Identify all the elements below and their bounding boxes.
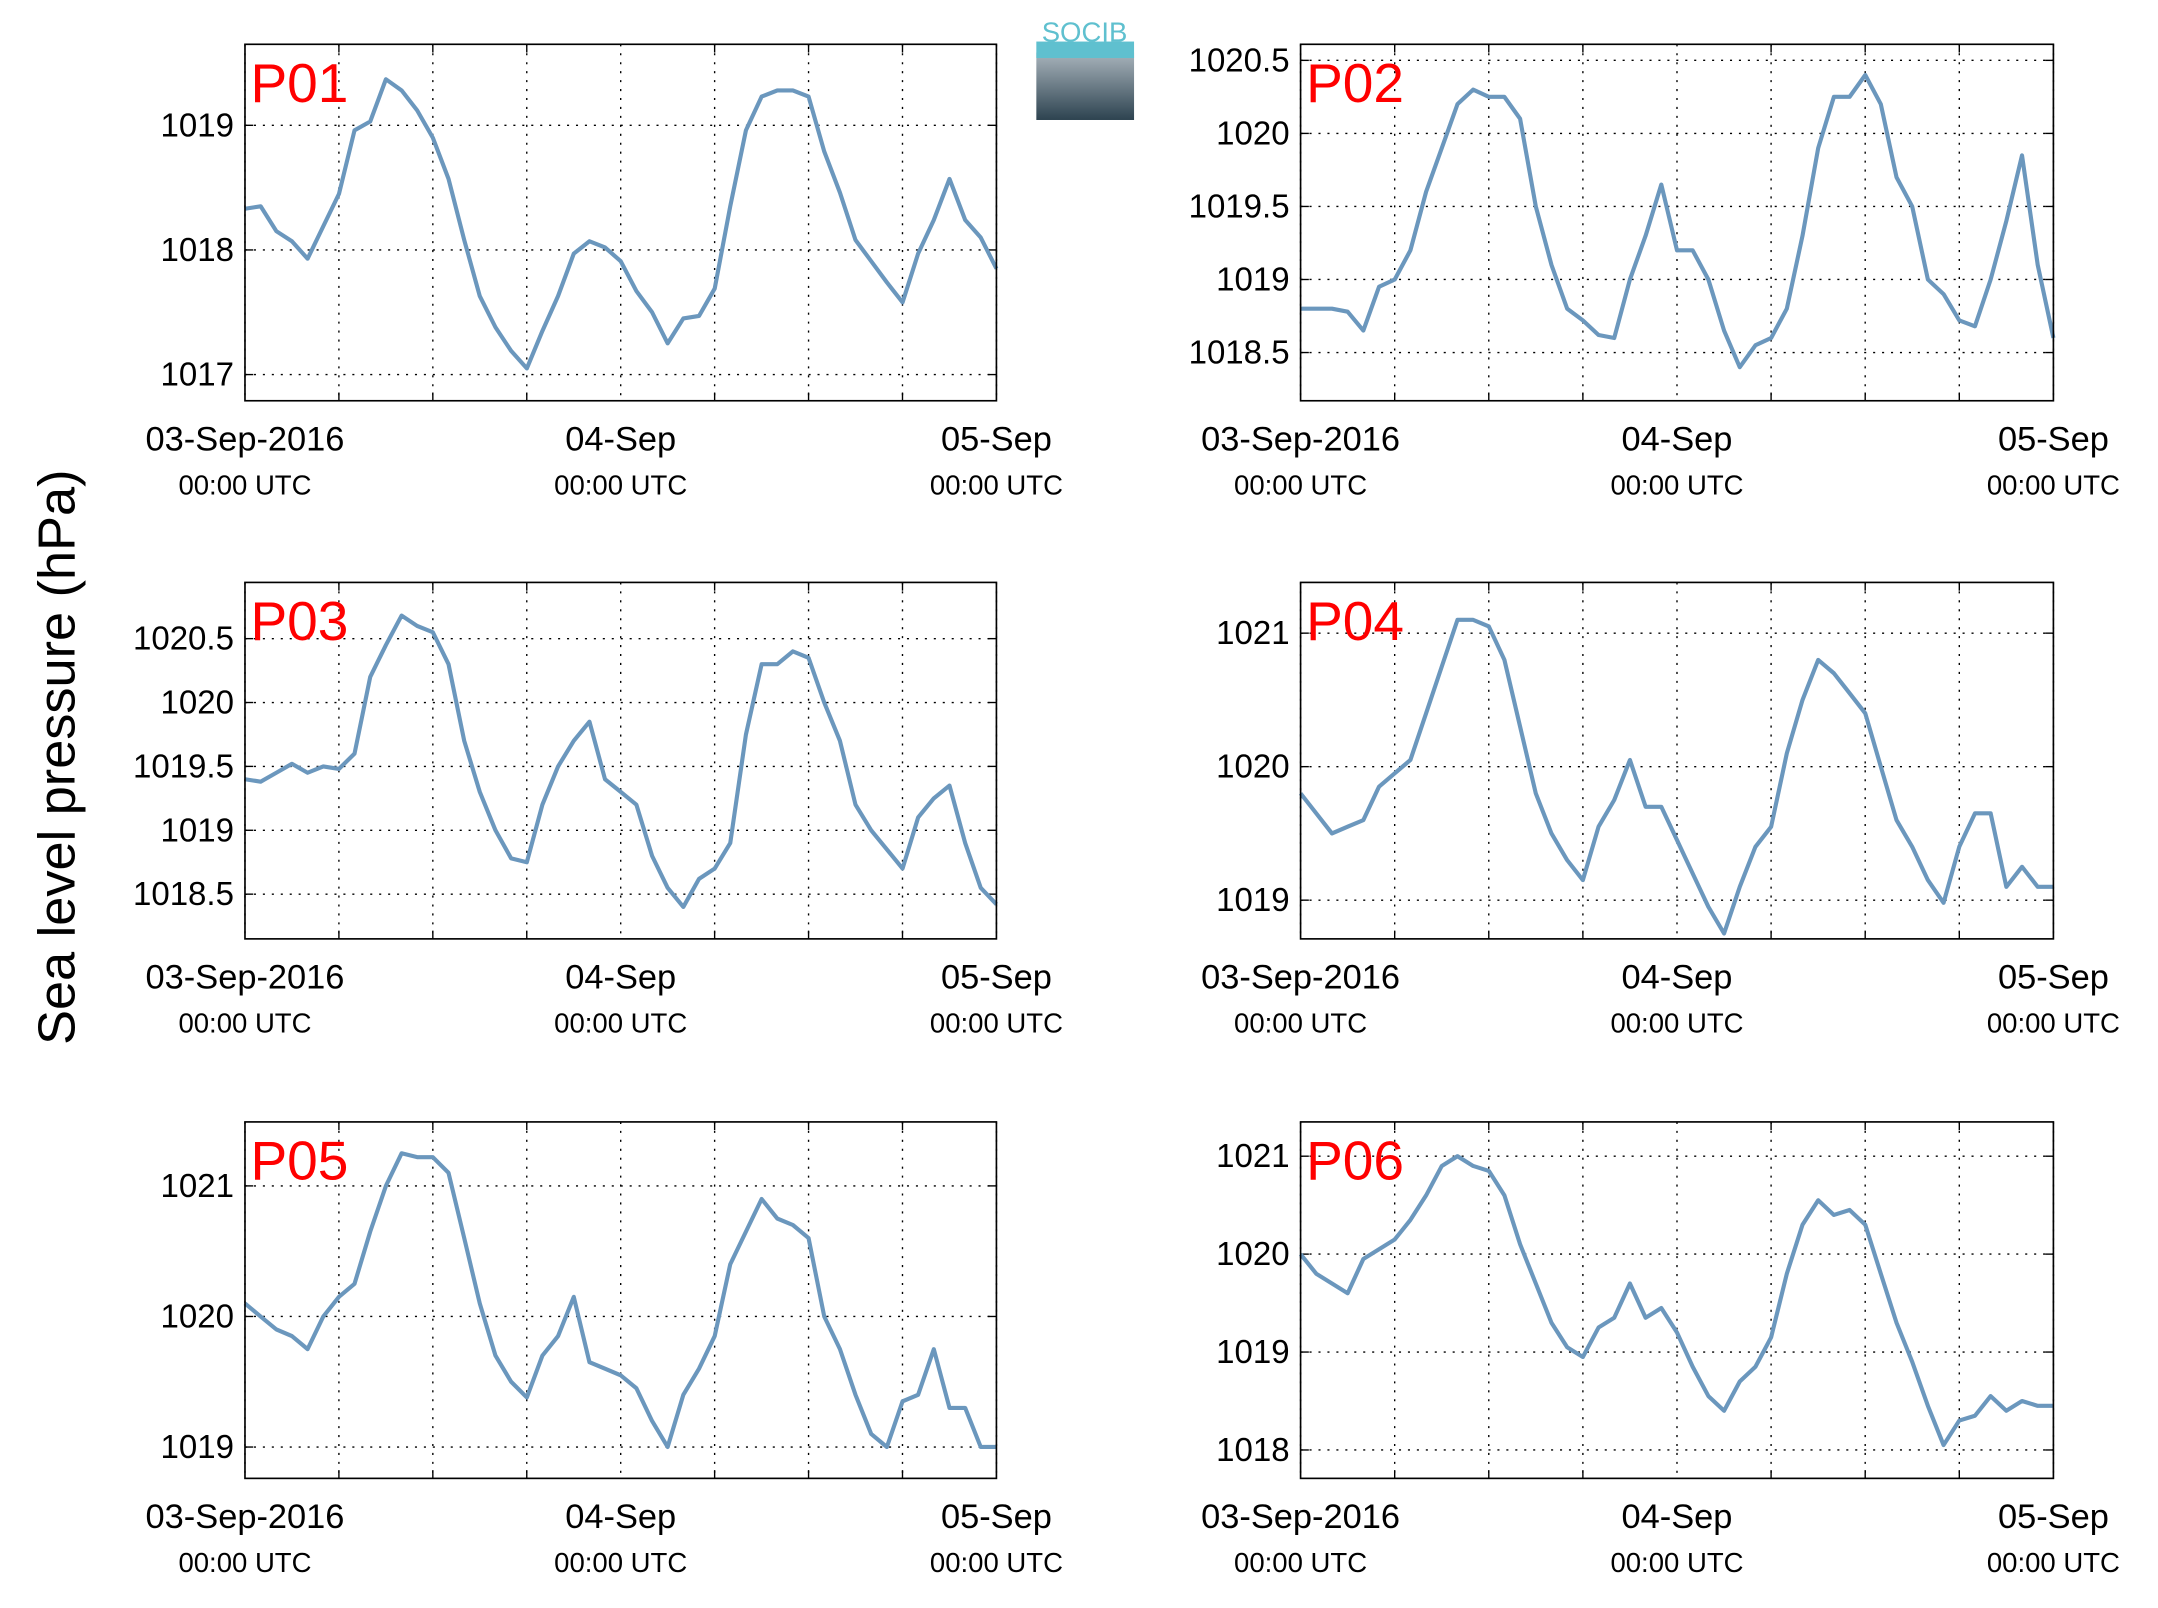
x-tick-sublabel: 00:00 UTC bbox=[1987, 1007, 2120, 1038]
x-tick-label: 03-Sep-2016 bbox=[146, 420, 345, 458]
series-line bbox=[244, 77, 999, 371]
x-tick-sublabel: 00:00 UTC bbox=[930, 469, 1063, 500]
y-tick-label: 1019 bbox=[161, 106, 234, 143]
x-tick-sublabel: 00:00 UTC bbox=[1610, 1547, 1743, 1578]
y-tick-label: 1017 bbox=[161, 356, 234, 393]
y-tick-label: 1021 bbox=[161, 1167, 234, 1204]
x-tick-sublabel: 00:00 UTC bbox=[1610, 469, 1743, 500]
y-tick-label: 1020.5 bbox=[1189, 41, 1290, 78]
x-tick-label: 04-Sep bbox=[1622, 958, 1733, 996]
panel: 1018 1019 1020 1021 03-Sep-2016 00:00 UTC 04-S… bbox=[1201, 1121, 2120, 1578]
x-tick-sublabel: 00:00 UTC bbox=[554, 469, 687, 500]
y-tick-label: 1021 bbox=[1216, 614, 1289, 651]
panel: 1017 1018 1019 03-Sep-2016 00:00 UTC 04-Sep 00… bbox=[146, 43, 1063, 500]
y-tick-label: 1020.5 bbox=[133, 620, 234, 657]
panel: 1018.5 1019 1019.5 1020 1020.5 03-Sep-2016 00:… bbox=[133, 581, 1063, 1038]
y-tick-label: 1019 bbox=[161, 811, 234, 848]
plot-area bbox=[244, 44, 997, 401]
x-tick-sublabel: 00:00 UTC bbox=[178, 1547, 311, 1578]
x-tick-label: 05-Sep bbox=[941, 958, 1052, 996]
x-tick-label: 04-Sep bbox=[1622, 420, 1733, 458]
logo-band bbox=[1036, 41, 1135, 59]
panel-title: P04 bbox=[1306, 590, 1404, 652]
x-tick-label: 04-Sep bbox=[565, 1498, 676, 1536]
y-tick-label: 1021 bbox=[1216, 1137, 1289, 1174]
plot-frame bbox=[244, 43, 998, 402]
x-tick-label: 03-Sep-2016 bbox=[146, 1498, 345, 1536]
plot-area bbox=[1300, 1121, 2054, 1479]
x-tick-label: 05-Sep bbox=[1998, 420, 2109, 458]
y-tick-label: 1020 bbox=[1216, 1235, 1289, 1272]
y-tick-label: 1018.5 bbox=[1189, 334, 1290, 371]
plot-frame bbox=[244, 581, 998, 940]
series-line bbox=[1298, 617, 2054, 936]
y-tick-label: 1018.5 bbox=[133, 875, 234, 912]
panel-title: P02 bbox=[1306, 52, 1404, 114]
y-tick-label: 1018 bbox=[1216, 1431, 1289, 1468]
x-tick-sublabel: 00:00 UTC bbox=[930, 1007, 1063, 1038]
x-tick-sublabel: 00:00 UTC bbox=[178, 469, 311, 500]
panel-title: P03 bbox=[250, 590, 348, 652]
y-tick-label: 1020 bbox=[1216, 748, 1289, 785]
panel: 1018.5 1019 1019.5 1020 1020.5 03-Sep-2016 00:… bbox=[1189, 41, 2120, 500]
panel-title: P01 bbox=[250, 52, 348, 114]
plot-area bbox=[1300, 44, 2054, 401]
x-tick-sublabel: 00:00 UTC bbox=[1234, 1007, 1367, 1038]
plot-frame bbox=[244, 1121, 998, 1480]
y-tick-label: 1020 bbox=[161, 1297, 234, 1334]
x-tick-label: 05-Sep bbox=[1998, 958, 2109, 996]
plot-frame bbox=[1299, 43, 2055, 402]
series-line bbox=[1300, 72, 2056, 370]
x-tick-sublabel: 00:00 UTC bbox=[178, 1007, 311, 1038]
x-tick-label: 04-Sep bbox=[565, 958, 676, 996]
x-tick-label: 04-Sep bbox=[1622, 1498, 1733, 1536]
plot-frame bbox=[1299, 581, 2055, 940]
panel-title: P05 bbox=[250, 1130, 348, 1192]
x-tick-sublabel: 00:00 UTC bbox=[930, 1547, 1063, 1578]
x-tick-label: 03-Sep-2016 bbox=[146, 958, 345, 996]
plot-area bbox=[244, 582, 997, 939]
x-tick-label: 03-Sep-2016 bbox=[1201, 958, 1400, 996]
y-tick-label: 1019.5 bbox=[133, 747, 234, 784]
plot-area bbox=[1300, 582, 2054, 939]
series-line bbox=[1298, 1154, 2054, 1448]
y-tick-label: 1019.5 bbox=[1189, 187, 1290, 224]
panel: 1019 1020 1021 03-Sep-2016 00:00 UTC 04-Sep 00… bbox=[146, 1121, 1063, 1578]
x-tick-sublabel: 00:00 UTC bbox=[1610, 1007, 1743, 1038]
x-tick-sublabel: 00:00 UTC bbox=[1234, 1547, 1367, 1578]
x-tick-sublabel: 00:00 UTC bbox=[1234, 469, 1367, 500]
series-line bbox=[244, 613, 998, 910]
logo-text: SOCIB bbox=[1042, 17, 1128, 48]
x-tick-sublabel: 00:00 UTC bbox=[554, 1547, 687, 1578]
plot-area bbox=[244, 1121, 997, 1479]
logo-image bbox=[1036, 52, 1135, 120]
series-line bbox=[243, 1151, 997, 1450]
y-tick-label: 1019 bbox=[161, 1428, 234, 1465]
plot-frame bbox=[1299, 1121, 2055, 1480]
x-tick-sublabel: 00:00 UTC bbox=[1987, 1547, 2120, 1578]
x-tick-label: 03-Sep-2016 bbox=[1201, 420, 1400, 458]
panel-title: P06 bbox=[1306, 1130, 1404, 1192]
x-tick-sublabel: 00:00 UTC bbox=[554, 1007, 687, 1038]
x-tick-label: 05-Sep bbox=[941, 1498, 1052, 1536]
x-tick-label: 05-Sep bbox=[1998, 1498, 2109, 1536]
x-tick-label: 03-Sep-2016 bbox=[1201, 1498, 1400, 1536]
y-tick-label: 1019 bbox=[1216, 1333, 1289, 1370]
y-tick-label: 1019 bbox=[1216, 261, 1289, 298]
y-axis-label: Sea level pressure (hPa) bbox=[28, 470, 86, 1045]
x-tick-label: 04-Sep bbox=[565, 420, 676, 458]
y-tick-label: 1019 bbox=[1216, 881, 1289, 918]
y-tick-label: 1018 bbox=[161, 231, 234, 268]
panel: 1019 1020 1021 03-Sep-2016 00:00 UTC 04-Sep 00… bbox=[1201, 581, 2120, 1038]
y-tick-label: 1020 bbox=[1216, 114, 1289, 151]
x-tick-sublabel: 00:00 UTC bbox=[1987, 469, 2120, 500]
logo: SOCIB bbox=[1036, 17, 1135, 120]
x-tick-label: 05-Sep bbox=[941, 420, 1052, 458]
y-tick-label: 1020 bbox=[161, 684, 234, 721]
